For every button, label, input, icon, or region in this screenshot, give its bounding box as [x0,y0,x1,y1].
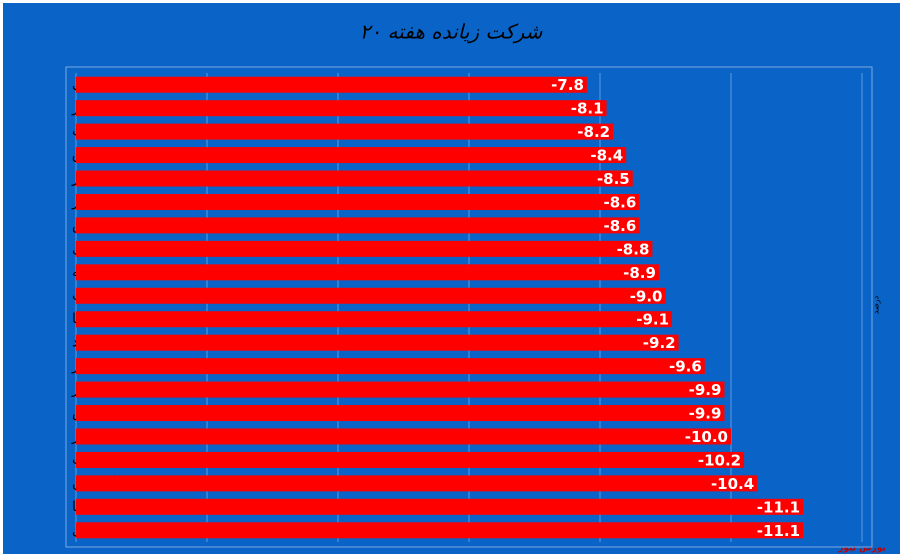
value-label: -10.2 [698,451,741,469]
bar [76,193,640,210]
value-label: -9.6 [669,358,702,376]
bar [76,428,731,445]
bar [76,76,587,93]
value-label: -10.4 [711,475,754,493]
bar [76,358,705,375]
value-label: -9.0 [630,287,663,305]
bar [76,498,804,515]
bar [76,451,745,468]
bar [76,311,673,328]
plot-frame [65,66,873,548]
value-label: -7.8 [551,76,584,94]
value-label: -9.1 [636,311,669,329]
value-label: -8.6 [603,193,636,211]
value-label: -9.2 [643,334,676,352]
value-label: -8.2 [577,123,610,141]
value-label: -8.6 [603,217,636,235]
bar [76,100,607,117]
bar [76,217,640,234]
bar [76,264,659,281]
value-label: -8.8 [617,240,650,258]
source: بورس نیوز [837,544,886,554]
bar [76,405,725,422]
value-label: -11.1 [757,498,800,516]
bar [76,240,653,257]
value-label: -8.1 [571,100,604,118]
value-label: -8.4 [590,147,623,165]
value-label: -10.0 [685,428,728,446]
bar [76,475,758,492]
bar [76,123,614,140]
value-label: -8.5 [597,170,630,188]
value-label: -9.9 [689,381,722,399]
bar [76,287,666,304]
bar [76,334,679,351]
bar [76,381,725,398]
value-label: -11.1 [757,522,800,540]
bar [76,147,627,164]
bar [76,522,804,539]
value-label: -8.9 [623,264,656,282]
annotation: درصد [872,295,881,314]
chart-title: ۲۰ شرکت زیانده هفته [360,20,543,44]
bar [76,170,633,187]
value-label: -9.9 [689,405,722,423]
